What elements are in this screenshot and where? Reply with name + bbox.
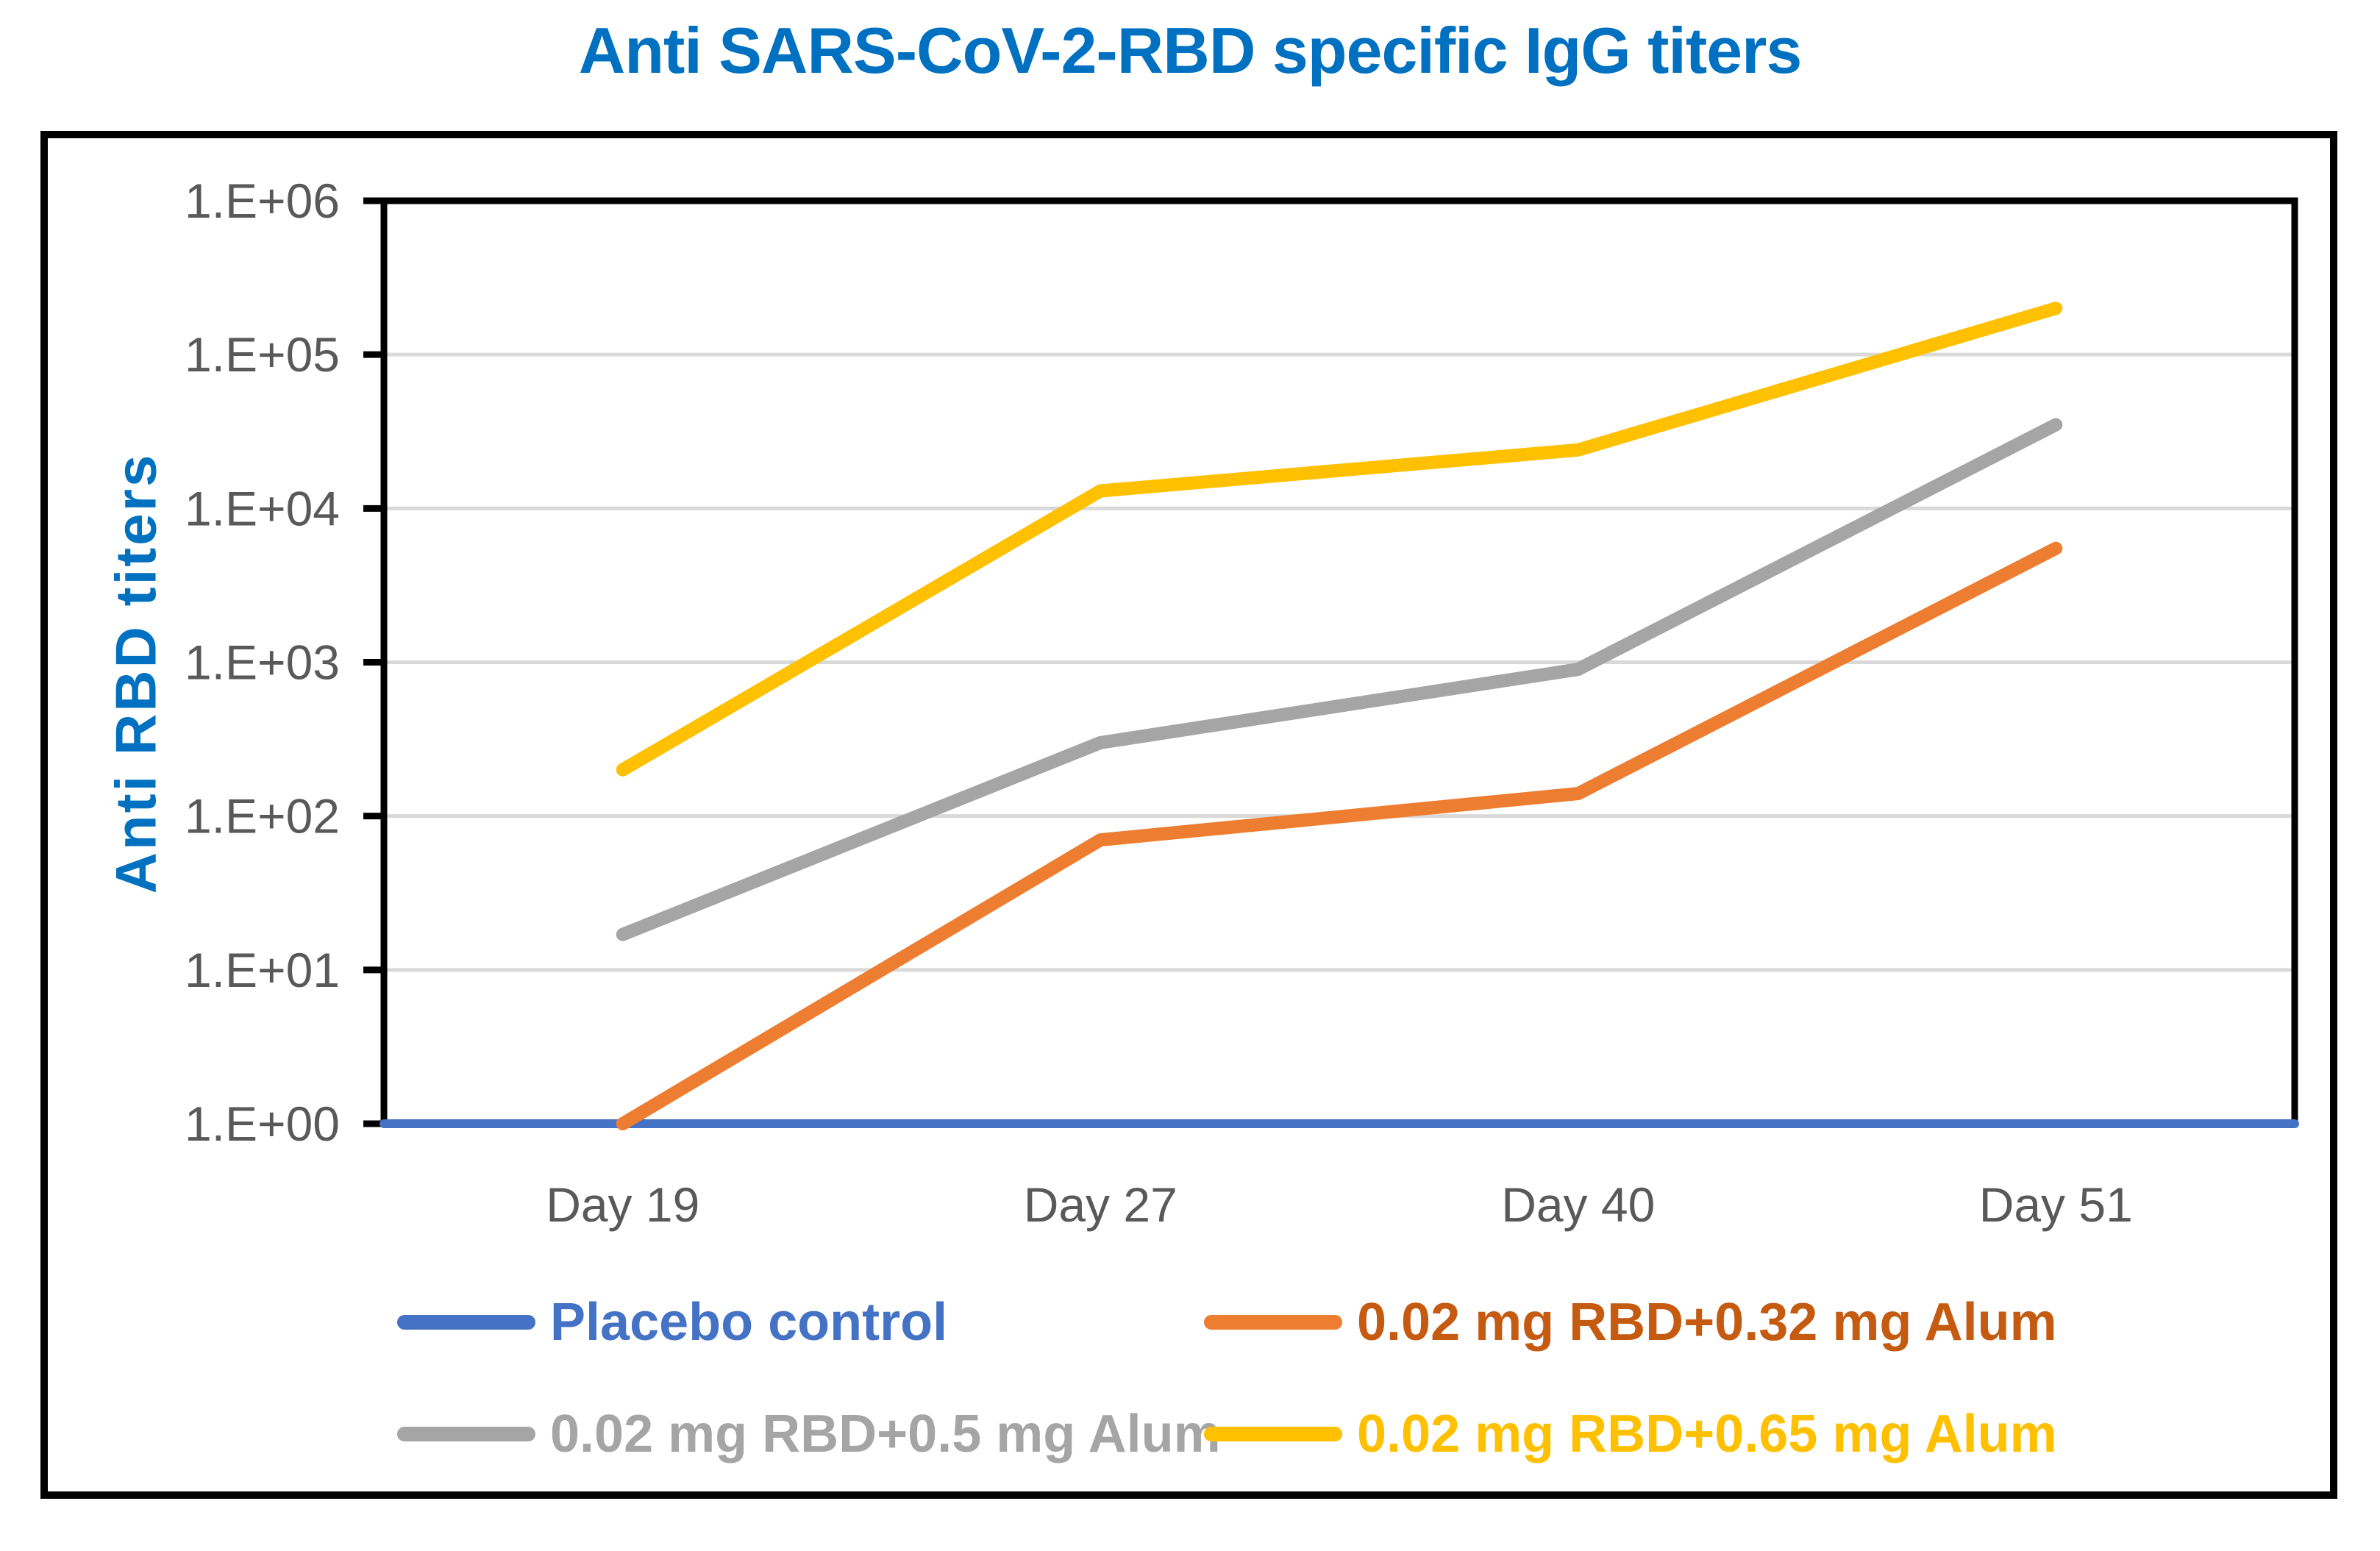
y-tick-label: 1.E+05 [185,327,340,382]
legend-label-placebo: Placebo control [550,1293,948,1352]
x-category-label: Day 27 [1024,1177,1177,1232]
data-series-lines [380,302,2299,1130]
y-axis-title: Anti RBD titers [103,452,168,894]
legend-item-placebo: Placebo control [397,1289,947,1355]
y-tick-label: 1.E+04 [185,481,340,535]
y-tick-label: 1.E+00 [185,1097,340,1151]
series-line-1 [616,541,2063,1130]
y-tick-label: 1.E+01 [185,943,340,997]
chart-title: Anti SARS-CoV-2-RBD specific IgG titers [578,14,1803,87]
legend-label-rbd-032-alum: 0.02 mg RBD+0.32 mg Alum [1357,1293,2057,1352]
y-tick-label: 1.E+03 [185,635,340,690]
legend-swatch-rbd-065-alum [1204,1427,1342,1441]
x-category-label: Day 51 [1979,1177,2133,1232]
legend-swatch-placebo [397,1315,535,1330]
x-axis-category-labels: Day 19 Day 27 Day 40 Day 51 [546,1177,2133,1232]
x-category-label: Day 40 [1501,1177,1655,1232]
y-tick-label: 1.E+02 [185,789,340,844]
legend-swatch-rbd-05-alum [397,1427,535,1441]
legend-item-rbd-032-alum: 0.02 mg RBD+0.32 mg Alum [1204,1289,2057,1355]
legend-swatch-rbd-032-alum [1204,1315,1342,1330]
series-line-3 [616,302,2063,777]
x-category-label: Day 19 [546,1177,699,1232]
series-line-2 [616,418,2063,941]
legend-label-rbd-05-alum: 0.02 mg RBD+0.5 mg Alum [550,1405,1221,1463]
legend-label-rbd-065-alum: 0.02 mg RBD+0.65 mg Alum [1357,1405,2057,1463]
legend-item-rbd-065-alum: 0.02 mg RBD+0.65 mg Alum [1204,1401,2057,1467]
y-axis-ticks [363,197,384,1127]
legend-item-rbd-05-alum: 0.02 mg RBD+0.5 mg Alum [397,1401,1221,1467]
y-axis-tick-labels: 1.E+00 1.E+01 1.E+02 1.E+03 1.E+04 1.E+05 1.E+… [185,174,340,1151]
y-tick-label: 1.E+06 [185,174,340,228]
